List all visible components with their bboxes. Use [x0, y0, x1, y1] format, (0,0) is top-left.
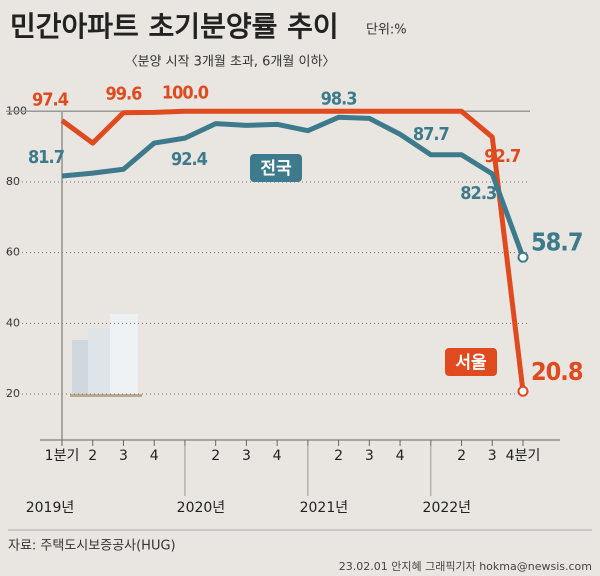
value-label: 98.3 — [321, 88, 357, 109]
value-label: 97.4 — [32, 89, 69, 110]
line — [61, 114, 526, 259]
value-label: 92.4 — [171, 149, 208, 170]
value-label: 99.6 — [105, 84, 142, 105]
x-tick-label: 2 — [457, 448, 466, 464]
y-tick-label: 60 — [6, 246, 20, 259]
value-label: 92.7 — [484, 146, 520, 167]
x-tick-label: 4 — [273, 448, 282, 464]
legend-label: 서울 — [455, 353, 487, 373]
value-label: 58.7 — [531, 227, 583, 256]
value-label: 81.7 — [28, 147, 64, 168]
x-tick-label: 4 — [150, 448, 159, 464]
x-tick-label: 3 — [242, 448, 251, 464]
x-tick-label: 2 — [211, 448, 220, 464]
end-point — [517, 251, 529, 263]
x-tick-label: 4 — [396, 448, 405, 464]
unit: 단위:% — [366, 23, 407, 38]
series-tag — [250, 154, 302, 182]
year-label: 2019년 — [26, 500, 75, 516]
line — [60, 108, 526, 392]
year-label: 2020년 — [177, 500, 226, 516]
x-tick-label: 2 — [334, 448, 343, 464]
x-tick-label: 3 — [365, 448, 374, 464]
chart-title: 민간아파트 초기분양률 추이 — [10, 10, 339, 43]
y-tick-label: 40 — [6, 316, 20, 329]
end-point — [517, 385, 529, 397]
x-tick-label: 3 — [488, 448, 497, 464]
y-tick-label: 80 — [6, 175, 20, 188]
value-label: 100.0 — [162, 82, 209, 103]
x-tick-label: 4분기 — [506, 448, 541, 464]
series-tag — [445, 348, 497, 376]
x-tick-label: 2 — [88, 448, 97, 464]
value-label: 20.8 — [531, 357, 583, 386]
x-tick-label: 3 — [119, 448, 128, 464]
building-icon — [70, 314, 142, 397]
year-label: 2022년 — [423, 500, 472, 516]
subtitle: 〈분양 시작 3개월 초과, 6개월 이하〉 — [125, 55, 336, 70]
value-label: 82.3 — [460, 183, 496, 204]
x-tick-label: 1분기 — [45, 448, 80, 464]
legend-label: 전국 — [260, 159, 292, 179]
year-label: 2021년 — [300, 500, 349, 516]
y-tick-label: 20 — [6, 387, 20, 400]
value-label: 87.7 — [413, 124, 449, 145]
source: 자료: 주택도시보증공사(HUG) — [8, 539, 176, 554]
credit: 23.02.01 안지혜 그래픽기자 hokma@newsis.com — [339, 560, 592, 573]
